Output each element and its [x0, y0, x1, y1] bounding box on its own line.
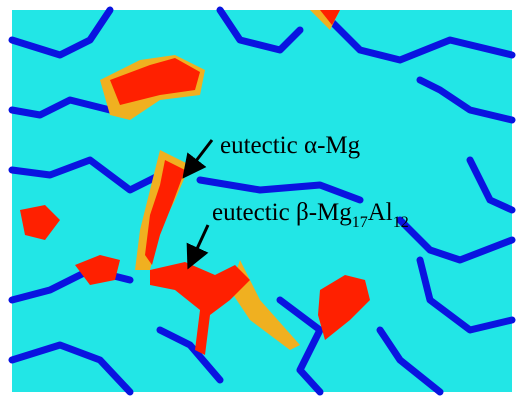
subscript: 12	[393, 214, 409, 231]
annotation: eutectic α-Mg	[220, 132, 361, 159]
annotation-text: Al	[368, 199, 393, 226]
annotation-text: eutectic β-Mg	[212, 199, 352, 226]
subscript: 17	[352, 214, 368, 231]
figure: eutectic α-Mg eutectic β-Mg17Al12	[0, 0, 522, 406]
annotation-text: eutectic α-Mg	[220, 132, 361, 159]
